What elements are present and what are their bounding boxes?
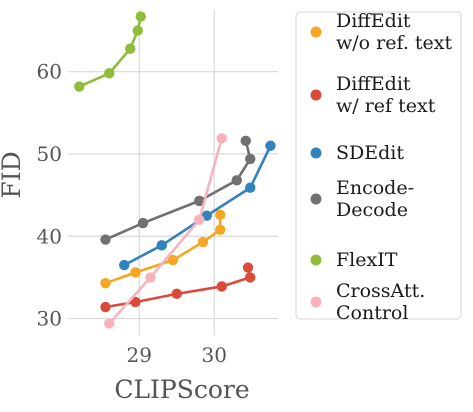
- legend-marker: [310, 193, 322, 205]
- data-point: [171, 288, 182, 300]
- data-point: [245, 153, 256, 165]
- data-point: [167, 254, 179, 266]
- legend-marker: [310, 296, 322, 308]
- data-point: [119, 259, 130, 271]
- data-point: [194, 195, 205, 207]
- data-point: [156, 240, 167, 251]
- data-point: [240, 135, 251, 147]
- data-point: [215, 209, 226, 221]
- data-point: [194, 214, 205, 226]
- legend-label: SDEdit: [336, 142, 404, 164]
- data-point: [265, 140, 276, 151]
- data-point: [145, 272, 156, 283]
- data-point: [245, 272, 256, 283]
- data-point: [216, 281, 227, 292]
- grid: [68, 10, 278, 335]
- legend-marker: [310, 254, 322, 266]
- data-point: [74, 81, 85, 92]
- data-point: [132, 25, 143, 36]
- data-point: [100, 301, 111, 313]
- series-4: [74, 11, 146, 92]
- legend-frame: [295, 11, 462, 320]
- x-tick-label: 30: [202, 343, 227, 367]
- data-point: [197, 236, 209, 248]
- data-point: [100, 277, 111, 289]
- data-point: [215, 224, 226, 235]
- y-axis-label: FID: [0, 151, 26, 198]
- series-line: [104, 266, 252, 309]
- legend-label: DiffEdit w/ ref text: [336, 73, 436, 117]
- legend-marker: [310, 26, 322, 38]
- series-line: [104, 139, 252, 241]
- x-axis-label: CLIPScore: [114, 375, 249, 404]
- legend-label: FlexIT: [336, 249, 398, 271]
- legend-marker: [310, 89, 322, 101]
- y-tick-label: 50: [37, 142, 62, 166]
- legend-label: CrossAtt. Control: [336, 280, 425, 324]
- series-3: [100, 135, 256, 245]
- data-point: [231, 175, 242, 186]
- series-group: [74, 11, 276, 329]
- data-point: [104, 68, 115, 79]
- data-point: [125, 43, 136, 54]
- series-line: [107, 137, 224, 325]
- series-1: [100, 262, 256, 313]
- x-tick-label: 29: [127, 343, 152, 367]
- data-point: [100, 234, 111, 245]
- y-tick-label: 30: [37, 307, 62, 331]
- x-tick-labels: 29 30: [127, 343, 227, 367]
- data-point: [137, 217, 149, 229]
- data-point: [242, 262, 254, 273]
- y-tick-label: 40: [37, 224, 62, 248]
- legend-label: DiffEdit w/o ref. text: [336, 10, 452, 54]
- legend-marker: [310, 147, 322, 159]
- series-5: [104, 133, 227, 329]
- legend: DiffEdit w/o ref. text DiffEdit w/ ref text…: [295, 10, 462, 324]
- data-point: [130, 296, 141, 308]
- data-point: [216, 133, 227, 144]
- y-tick-label: 60: [37, 60, 62, 84]
- data-point: [104, 318, 115, 329]
- series-0: [100, 209, 226, 289]
- data-point: [135, 11, 146, 22]
- data-point: [130, 267, 141, 278]
- legend-label: Encode-Decode: [336, 177, 414, 221]
- data-point: [245, 182, 256, 193]
- y-tick-labels: 30 40 50 60: [37, 60, 62, 331]
